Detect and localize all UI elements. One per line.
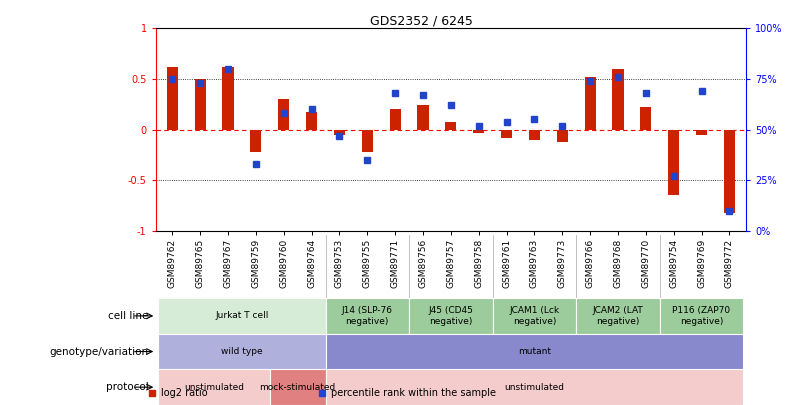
Bar	[326, 369, 744, 405]
Bar	[445, 122, 456, 130]
Bar	[529, 130, 540, 140]
Bar	[612, 69, 623, 130]
Bar	[270, 369, 326, 405]
Text: GSM89756: GSM89756	[418, 239, 428, 288]
Text: GSM89759: GSM89759	[251, 239, 260, 288]
Bar	[668, 130, 679, 196]
Text: GSM89757: GSM89757	[446, 239, 456, 288]
Text: mutant: mutant	[518, 347, 551, 356]
Text: J45 (CD45
negative): J45 (CD45 negative)	[429, 306, 473, 326]
Bar	[279, 99, 290, 130]
Text: GSM89755: GSM89755	[363, 239, 372, 288]
Bar	[389, 109, 401, 130]
Text: GSM89761: GSM89761	[502, 239, 511, 288]
Text: GSM89768: GSM89768	[614, 239, 622, 288]
Bar	[576, 298, 660, 334]
Bar	[251, 130, 262, 152]
Text: JCAM1 (Lck
negative): JCAM1 (Lck negative)	[509, 306, 559, 326]
Text: GSM89769: GSM89769	[697, 239, 706, 288]
Text: GSM89771: GSM89771	[391, 239, 400, 288]
Text: cell line: cell line	[109, 311, 148, 321]
Text: protocol: protocol	[106, 382, 148, 392]
Text: GSM89764: GSM89764	[307, 239, 316, 288]
Text: genotype/variation: genotype/variation	[49, 347, 148, 356]
Text: GSM89754: GSM89754	[670, 239, 678, 288]
Text: Jurkat T cell: Jurkat T cell	[215, 311, 269, 320]
Text: GSM89758: GSM89758	[474, 239, 484, 288]
Bar	[501, 130, 512, 138]
Text: GSM89766: GSM89766	[586, 239, 595, 288]
Text: GSM89767: GSM89767	[223, 239, 232, 288]
Text: percentile rank within the sample: percentile rank within the sample	[330, 388, 496, 398]
Text: mock-stimulated: mock-stimulated	[259, 383, 336, 392]
Bar	[334, 130, 345, 134]
Text: unstimulated: unstimulated	[184, 383, 244, 392]
Text: log2 ratio: log2 ratio	[161, 388, 207, 398]
Bar	[167, 67, 178, 130]
Title: GDS2352 / 6245: GDS2352 / 6245	[370, 14, 472, 27]
Text: GSM89753: GSM89753	[335, 239, 344, 288]
Bar	[195, 79, 206, 130]
Text: GSM89772: GSM89772	[725, 239, 734, 288]
Text: GSM89770: GSM89770	[642, 239, 650, 288]
Text: JCAM2 (LAT
negative): JCAM2 (LAT negative)	[593, 306, 643, 326]
Text: unstimulated: unstimulated	[504, 383, 564, 392]
Bar	[158, 298, 326, 334]
Bar	[585, 77, 596, 130]
Bar	[158, 369, 270, 405]
Bar	[492, 298, 576, 334]
Bar	[660, 298, 744, 334]
Bar	[409, 298, 492, 334]
Text: GSM89765: GSM89765	[196, 239, 204, 288]
Text: GSM89763: GSM89763	[530, 239, 539, 288]
Text: wild type: wild type	[221, 347, 263, 356]
Bar	[326, 298, 409, 334]
Bar	[417, 105, 429, 130]
Bar	[473, 130, 484, 133]
Bar	[361, 130, 373, 152]
Bar	[696, 130, 707, 134]
Bar	[158, 334, 326, 369]
Text: GSM89760: GSM89760	[279, 239, 288, 288]
Text: J14 (SLP-76
negative): J14 (SLP-76 negative)	[342, 306, 393, 326]
Text: GSM89773: GSM89773	[558, 239, 567, 288]
Text: P116 (ZAP70
negative): P116 (ZAP70 negative)	[673, 306, 731, 326]
Bar	[326, 334, 744, 369]
Bar	[223, 67, 234, 130]
Bar	[306, 113, 317, 130]
Bar	[640, 107, 651, 130]
Text: GSM89762: GSM89762	[168, 239, 177, 288]
Bar	[557, 130, 568, 142]
Bar	[724, 130, 735, 213]
